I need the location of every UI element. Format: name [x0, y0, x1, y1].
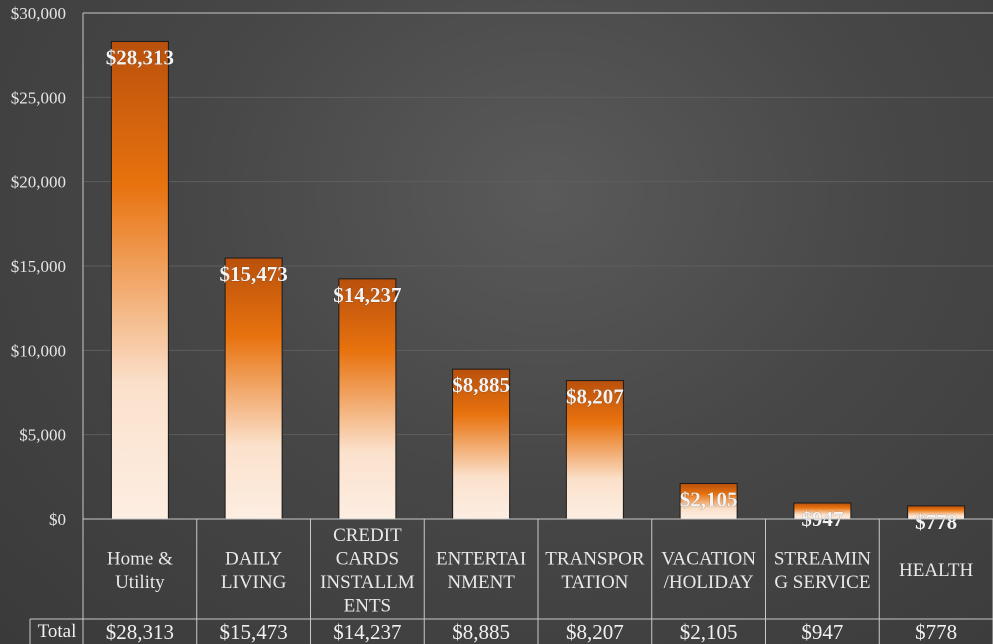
y-tick-label: $20,000 — [11, 173, 66, 192]
category-label-line: VACATION — [661, 548, 756, 569]
category-label-line: LIVING — [221, 572, 287, 593]
category-label-line: G SERVICE — [774, 572, 870, 593]
table-total-value: $28,313 — [106, 620, 174, 644]
table-total-value: $8,885 — [452, 620, 510, 644]
category-label: DAILY LIVING — [221, 548, 287, 593]
bar-data-label: $778 — [915, 510, 957, 534]
category-label: HEALTH — [899, 560, 974, 581]
category-label-line: ENTERTAI — [436, 548, 526, 569]
bar-data-label: $14,237 — [333, 283, 401, 307]
bar-data-label: $15,473 — [220, 262, 288, 286]
category-label: TRANSPOR TATION — [545, 548, 645, 593]
category-label-line: INSTALLM — [320, 572, 415, 593]
category-label-line: CARDS — [336, 548, 399, 569]
y-axis: $0 $5,000 $10,000 $15,000 $20,000 $25,000 $30,… — [11, 4, 66, 529]
category-label-line: NMENT — [447, 572, 515, 593]
category-label-line: Utility — [115, 572, 165, 593]
bar-data-label: $2,105 — [680, 487, 738, 511]
bar — [679, 482, 738, 520]
table-total-value: $14,237 — [333, 620, 401, 644]
bar — [224, 257, 283, 520]
category-label: VACATION/HOLIDAY — [661, 548, 756, 593]
category-label-line: CREDIT — [333, 525, 402, 546]
y-tick-label: $10,000 — [11, 341, 66, 360]
data-table: Total Home & Utility $28,313 DAILY LIVING $15,… — [29, 518, 993, 644]
category-label-line: TRANSPOR — [545, 548, 645, 569]
category-label: Home & Utility — [107, 548, 173, 593]
category-label-line: HEALTH — [899, 560, 974, 581]
table-total-value: $15,473 — [220, 620, 288, 644]
table-total-value: $8,207 — [566, 620, 624, 644]
bar-data-label: $8,207 — [566, 385, 624, 409]
category-label-line: STREAMIN — [774, 548, 871, 569]
category-label: STREAMIN G SERVICE — [774, 548, 871, 593]
bar — [338, 278, 397, 520]
category-label: CREDIT CARDS INSTALLM ENTS — [320, 525, 415, 617]
category-label-line: Home & — [107, 548, 173, 569]
bar-data-label: $8,885 — [452, 373, 510, 397]
category-label-line: ENTS — [344, 595, 392, 616]
bar — [110, 40, 169, 520]
table-total-value: $2,105 — [680, 620, 738, 644]
bar-data-label: $28,313 — [106, 45, 174, 69]
y-tick-label: $5,000 — [19, 426, 66, 445]
bar — [452, 368, 511, 520]
category-label-line: TATION — [561, 572, 628, 593]
y-tick-label: $15,000 — [11, 257, 66, 276]
y-tick-label: $0 — [49, 510, 66, 529]
category-label-line: /HOLIDAY — [664, 572, 754, 593]
table-total-value: $778 — [915, 620, 957, 644]
table-row-header: Total — [38, 621, 77, 642]
category-label: ENTERTAI NMENT — [436, 548, 526, 593]
bars — [110, 40, 966, 520]
y-tick-label: $25,000 — [11, 88, 66, 107]
bar — [565, 380, 624, 520]
data-labels: $28,313 $15,473 $14,237 $8,885 $8,207 $2,105 $… — [105, 45, 957, 534]
y-tick-label: $30,000 — [11, 4, 66, 23]
table-total-value: $947 — [801, 620, 843, 644]
category-label-line: DAILY — [225, 548, 282, 569]
